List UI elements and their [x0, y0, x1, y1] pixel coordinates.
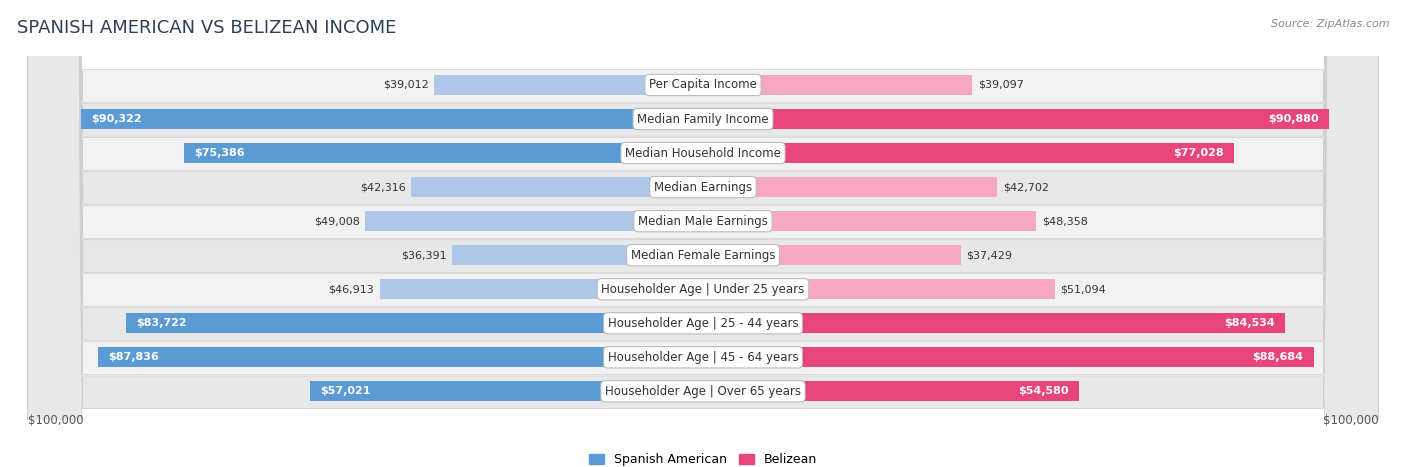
- Bar: [311, 382, 703, 401]
- Legend: Spanish American, Belizean: Spanish American, Belizean: [582, 447, 824, 467]
- Bar: [703, 211, 1036, 231]
- Text: $83,722: $83,722: [136, 318, 187, 328]
- Text: $75,386: $75,386: [194, 148, 245, 158]
- Bar: [127, 313, 703, 333]
- Bar: [703, 245, 960, 265]
- Text: SPANISH AMERICAN VS BELIZEAN INCOME: SPANISH AMERICAN VS BELIZEAN INCOME: [17, 19, 396, 37]
- Bar: [703, 109, 1329, 129]
- Text: $100,000: $100,000: [1323, 414, 1378, 427]
- FancyBboxPatch shape: [28, 0, 1378, 467]
- Bar: [703, 75, 973, 95]
- Text: Householder Age | 45 - 64 years: Householder Age | 45 - 64 years: [607, 351, 799, 364]
- Bar: [184, 143, 703, 163]
- Text: $37,429: $37,429: [966, 250, 1012, 260]
- FancyBboxPatch shape: [28, 0, 1378, 467]
- Bar: [703, 177, 997, 197]
- Text: $51,094: $51,094: [1060, 284, 1107, 294]
- Text: Median Female Earnings: Median Female Earnings: [631, 249, 775, 262]
- Text: Median Household Income: Median Household Income: [626, 147, 780, 160]
- Text: $39,097: $39,097: [977, 80, 1024, 90]
- Text: $57,021: $57,021: [321, 386, 371, 396]
- Bar: [412, 177, 703, 197]
- Text: Median Earnings: Median Earnings: [654, 181, 752, 194]
- Text: $90,880: $90,880: [1268, 114, 1319, 124]
- Text: Householder Age | 25 - 44 years: Householder Age | 25 - 44 years: [607, 317, 799, 330]
- Bar: [98, 347, 703, 367]
- Text: Source: ZipAtlas.com: Source: ZipAtlas.com: [1271, 19, 1389, 28]
- FancyBboxPatch shape: [28, 0, 1378, 467]
- Text: $100,000: $100,000: [28, 414, 83, 427]
- FancyBboxPatch shape: [28, 0, 1378, 467]
- FancyBboxPatch shape: [28, 0, 1378, 467]
- Text: Householder Age | Over 65 years: Householder Age | Over 65 years: [605, 385, 801, 398]
- Bar: [434, 75, 703, 95]
- Bar: [703, 347, 1315, 367]
- Text: Median Family Income: Median Family Income: [637, 113, 769, 126]
- Bar: [80, 109, 703, 129]
- Bar: [366, 211, 703, 231]
- Text: Per Capita Income: Per Capita Income: [650, 78, 756, 92]
- Bar: [703, 279, 1054, 299]
- FancyBboxPatch shape: [28, 0, 1378, 467]
- Text: $46,913: $46,913: [329, 284, 374, 294]
- Text: $77,028: $77,028: [1173, 148, 1223, 158]
- Text: $42,702: $42,702: [1002, 182, 1049, 192]
- Bar: [703, 313, 1285, 333]
- Text: $49,008: $49,008: [314, 216, 360, 226]
- Text: Householder Age | Under 25 years: Householder Age | Under 25 years: [602, 283, 804, 296]
- Text: Median Male Earnings: Median Male Earnings: [638, 215, 768, 227]
- FancyBboxPatch shape: [28, 0, 1378, 467]
- Text: $39,012: $39,012: [382, 80, 429, 90]
- FancyBboxPatch shape: [28, 0, 1378, 467]
- Bar: [703, 143, 1233, 163]
- Bar: [703, 382, 1078, 401]
- Text: $36,391: $36,391: [401, 250, 447, 260]
- FancyBboxPatch shape: [28, 0, 1378, 467]
- Text: $54,580: $54,580: [1018, 386, 1069, 396]
- Text: $90,322: $90,322: [91, 114, 142, 124]
- Bar: [453, 245, 703, 265]
- Text: $42,316: $42,316: [360, 182, 406, 192]
- Text: $87,836: $87,836: [108, 352, 159, 362]
- FancyBboxPatch shape: [28, 0, 1378, 467]
- Text: $48,358: $48,358: [1042, 216, 1088, 226]
- Bar: [380, 279, 703, 299]
- Text: $84,534: $84,534: [1225, 318, 1275, 328]
- Text: $88,684: $88,684: [1253, 352, 1303, 362]
